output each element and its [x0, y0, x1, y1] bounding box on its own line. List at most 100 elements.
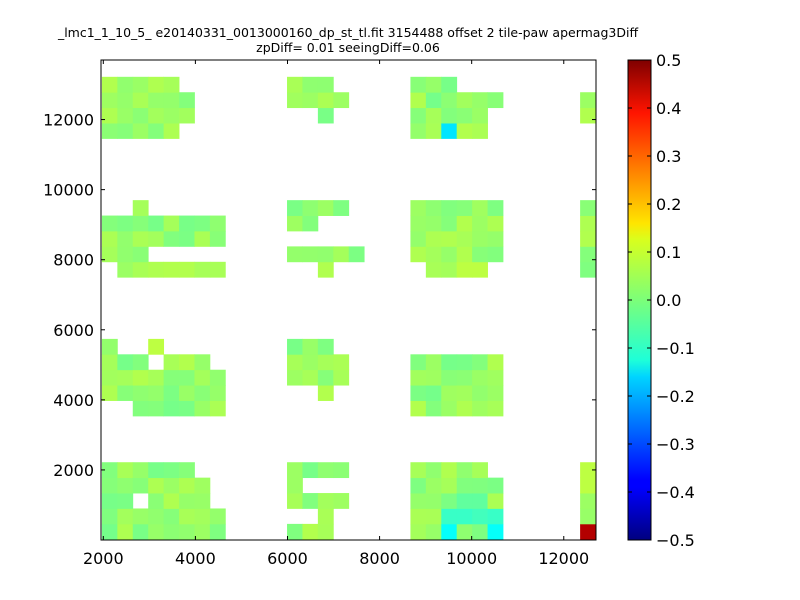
heatmap-cell [441, 92, 458, 109]
heatmap-cell [456, 200, 473, 216]
heatmap-cell [580, 215, 596, 232]
heatmap-cell [595, 369, 596, 386]
heatmap-cell [101, 338, 118, 355]
heatmap-cell [487, 400, 504, 417]
heatmap-cell [209, 508, 226, 525]
colorbar-tick-label: 0.1 [656, 243, 681, 262]
heatmap-cell [101, 354, 118, 371]
heatmap-cell [611, 108, 627, 124]
heatmap-cell [179, 523, 195, 540]
heatmap-cell [163, 477, 180, 494]
heatmap-cell [425, 493, 442, 509]
heatmap-cell [148, 230, 165, 247]
heatmap-cell [441, 123, 458, 139]
heatmap-cell [456, 508, 473, 525]
heatmap-cell [425, 76, 442, 93]
heatmap-cell [101, 107, 118, 124]
heatmap-cell [101, 246, 118, 263]
heatmap-cell [456, 523, 473, 540]
heatmap-cell [441, 523, 458, 540]
heatmap-cell [410, 354, 427, 371]
heatmap-cell [302, 92, 319, 109]
heatmap-cell [148, 123, 165, 139]
colorbar-tick-label: 0.3 [656, 147, 681, 166]
heatmap-cell [456, 400, 473, 417]
heatmap-cell [410, 369, 427, 386]
heatmap-cell [472, 107, 488, 124]
heatmap-cell [317, 200, 334, 216]
heatmap-cell [302, 200, 319, 216]
heatmap-cell [410, 123, 427, 139]
heatmap-cell [410, 246, 427, 263]
y-tick-label: 6000 [53, 321, 94, 340]
heatmap-cell [611, 493, 627, 509]
heatmap-cell [148, 523, 165, 540]
heatmap-cell [595, 200, 596, 216]
heatmap-cell [456, 123, 473, 139]
heatmap-cell [472, 477, 488, 494]
heatmap-cell [194, 477, 211, 494]
heatmap-cell [595, 107, 596, 124]
heatmap-cell [148, 261, 165, 278]
heatmap-cell [287, 246, 303, 263]
heatmap-cell [425, 477, 442, 494]
heatmap-cell [425, 508, 442, 525]
heatmap-cell [611, 462, 627, 478]
heatmap-cell [456, 261, 473, 278]
y-tick-label: 4000 [53, 391, 94, 410]
heatmap-cell [425, 92, 442, 109]
heatmap-cell [209, 369, 226, 386]
heatmap-cell [117, 215, 134, 232]
heatmap-cell [487, 477, 504, 494]
heatmap-cell [595, 493, 596, 509]
heatmap-cell [287, 92, 303, 109]
heatmap-cell [611, 216, 627, 232]
heatmap-cell [302, 462, 319, 479]
heatmap-cell [132, 92, 149, 109]
heatmap-cell [117, 261, 134, 278]
heatmap-cell [441, 400, 458, 417]
heatmap-cell [595, 230, 596, 247]
heatmap-cell [425, 462, 442, 479]
heatmap-cell [317, 92, 334, 109]
heatmap-cell [287, 76, 303, 93]
chart-title-line-2: zpDiff= 0.01 seeingDiff=0.06 [256, 40, 440, 55]
heatmap-cell [163, 462, 180, 479]
heatmap-cell [333, 200, 350, 216]
heatmap-cell [456, 107, 473, 124]
heatmap-cell [101, 477, 118, 494]
heatmap-cell [456, 477, 473, 494]
heatmap-cell [472, 215, 488, 232]
x-tick-label: 12000 [538, 549, 589, 568]
heatmap-cell [472, 354, 488, 371]
heatmap-cell [487, 246, 504, 263]
heatmap-cell [472, 369, 488, 386]
heatmap-cell [595, 462, 596, 479]
heatmap-cell [132, 385, 149, 401]
heatmap-cell [425, 261, 442, 278]
heatmap-cell [456, 493, 473, 509]
heatmap-cell [148, 400, 165, 417]
heatmap-cell [580, 246, 596, 263]
heatmap-cell [441, 477, 458, 494]
colorbar-tick-label: −0.5 [656, 531, 695, 550]
heatmap-cell [456, 230, 473, 247]
heatmap-cell [132, 462, 149, 479]
heatmap-cell [410, 400, 427, 417]
heatmap-cell [194, 493, 211, 509]
heatmap-cell [163, 400, 180, 417]
heatmap-cell [595, 523, 596, 540]
heatmap-cell [425, 230, 442, 247]
heatmap-cell [287, 477, 303, 494]
heatmap-cell [101, 369, 118, 386]
heatmap-cell [611, 401, 627, 417]
heatmap-cell [194, 508, 211, 525]
x-tick-label: 10000 [446, 549, 497, 568]
heatmap-cell [441, 107, 458, 124]
heatmap-cell [441, 493, 458, 509]
heatmap-cell [595, 246, 596, 263]
heatmap-cell [410, 76, 427, 93]
heatmap-cell [179, 230, 195, 247]
heatmap-cell [101, 508, 118, 525]
